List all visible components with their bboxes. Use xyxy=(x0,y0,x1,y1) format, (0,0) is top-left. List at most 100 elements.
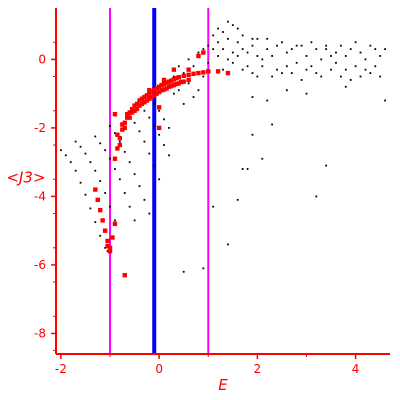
point-s1-46 xyxy=(142,100,147,105)
point-s1-37 xyxy=(186,72,191,78)
point-s0-39 xyxy=(133,121,136,124)
point-s0-35 xyxy=(138,185,141,188)
point-s0-115 xyxy=(222,31,224,33)
point-s0-99 xyxy=(325,44,328,47)
point-s0-33 xyxy=(128,161,131,164)
point-s0-161 xyxy=(172,92,175,95)
point-s0-128 xyxy=(384,48,386,51)
point-s0-83 xyxy=(246,51,249,54)
point-s0-145 xyxy=(217,55,219,57)
point-s1-5 xyxy=(105,238,110,244)
point-s0-119 xyxy=(251,37,254,40)
point-s0-135 xyxy=(320,75,323,78)
point-s0-71 xyxy=(172,75,175,78)
point-s1-77 xyxy=(201,50,206,55)
point-s0-19 xyxy=(114,219,116,222)
point-s0-29 xyxy=(109,125,111,128)
point-s0-74 xyxy=(202,75,205,78)
point-s0-144 xyxy=(207,44,210,47)
point-s0-47 xyxy=(153,125,156,128)
point-s1-7 xyxy=(110,235,115,240)
point-s0-96 xyxy=(310,65,313,68)
y-tick-label--6: -6 xyxy=(34,258,46,272)
point-s0-62 xyxy=(246,168,249,170)
y-tick-label--2: -2 xyxy=(34,121,46,135)
point-s0-125 xyxy=(339,44,342,47)
point-s1-32 xyxy=(169,78,174,83)
point-s0-148 xyxy=(236,55,239,57)
point-s0-5 xyxy=(84,193,87,196)
point-s0-139 xyxy=(379,75,382,78)
point-s1-58 xyxy=(125,111,130,117)
point-s0-105 xyxy=(354,65,357,68)
point-s0-141 xyxy=(197,51,200,54)
point-s1-43 xyxy=(127,115,132,120)
point-s0-109 xyxy=(374,48,377,51)
point-s0-138 xyxy=(364,68,367,71)
point-s0-121 xyxy=(281,41,283,44)
point-s0-123 xyxy=(310,41,313,44)
point-s1-34 xyxy=(174,76,179,81)
point-s0-129 xyxy=(231,51,234,54)
y-tick-label-0: 0 xyxy=(38,52,46,66)
point-s1-65 xyxy=(159,88,164,93)
point-s0-13 xyxy=(84,152,87,155)
point-s0-61 xyxy=(241,168,244,170)
point-s0-104 xyxy=(349,48,352,51)
point-s0-6 xyxy=(89,207,92,210)
point-s0-164 xyxy=(187,82,190,85)
point-s0-44 xyxy=(158,178,161,181)
point-s1-33 xyxy=(171,77,177,82)
point-s1-8 xyxy=(112,221,118,227)
point-s0-98 xyxy=(320,58,323,61)
point-s1-21 xyxy=(142,94,147,100)
point-s0-80 xyxy=(231,61,234,64)
point-s0-151 xyxy=(256,55,259,57)
point-s1-9 xyxy=(112,156,118,161)
point-s0-107 xyxy=(364,58,367,61)
point-s0-117 xyxy=(212,34,215,37)
point-s0-26 xyxy=(123,192,126,194)
point-s1-71 xyxy=(171,67,177,72)
point-s0-90 xyxy=(281,72,283,74)
point-s0-100 xyxy=(330,68,332,71)
x-axis-label: E xyxy=(218,376,228,394)
point-s0-41 xyxy=(143,140,146,143)
point-s1-73 xyxy=(206,69,211,74)
point-s0-67 xyxy=(305,92,308,95)
point-s0-167 xyxy=(251,96,254,98)
point-s1-38 xyxy=(191,71,196,76)
point-s0-124 xyxy=(325,48,328,51)
point-s0-152 xyxy=(271,75,274,78)
point-s1-75 xyxy=(225,70,231,76)
point-s0-118 xyxy=(241,34,244,37)
point-s0-31 xyxy=(118,140,121,143)
point-s1-70 xyxy=(122,273,127,278)
point-s1-54 xyxy=(181,79,186,84)
point-s0-54 xyxy=(163,118,165,121)
point-s0-87 xyxy=(266,48,269,51)
point-s0-101 xyxy=(335,51,337,54)
point-s0-68 xyxy=(256,75,259,78)
point-s0-32 xyxy=(123,150,126,153)
point-s1-6 xyxy=(107,245,113,251)
point-s1-16 xyxy=(129,106,135,112)
point-s1-10 xyxy=(115,146,120,151)
point-s1-57 xyxy=(120,122,125,127)
point-s1-47 xyxy=(147,96,152,101)
point-s0-82 xyxy=(241,68,244,71)
point-s0-1 xyxy=(64,154,67,157)
point-s1-82 xyxy=(112,111,118,117)
point-s0-142 xyxy=(177,65,180,68)
point-s0-9 xyxy=(104,246,107,249)
point-s1-4 xyxy=(102,228,108,233)
point-s1-1 xyxy=(95,197,100,203)
point-s0-137 xyxy=(349,79,352,81)
point-s0-59 xyxy=(212,205,215,208)
point-s0-0 xyxy=(60,149,62,152)
point-s0-49 xyxy=(163,144,165,146)
point-s0-114 xyxy=(231,24,234,27)
point-s0-113 xyxy=(227,20,229,23)
point-s0-132 xyxy=(276,68,278,71)
point-s0-30 xyxy=(114,132,116,134)
